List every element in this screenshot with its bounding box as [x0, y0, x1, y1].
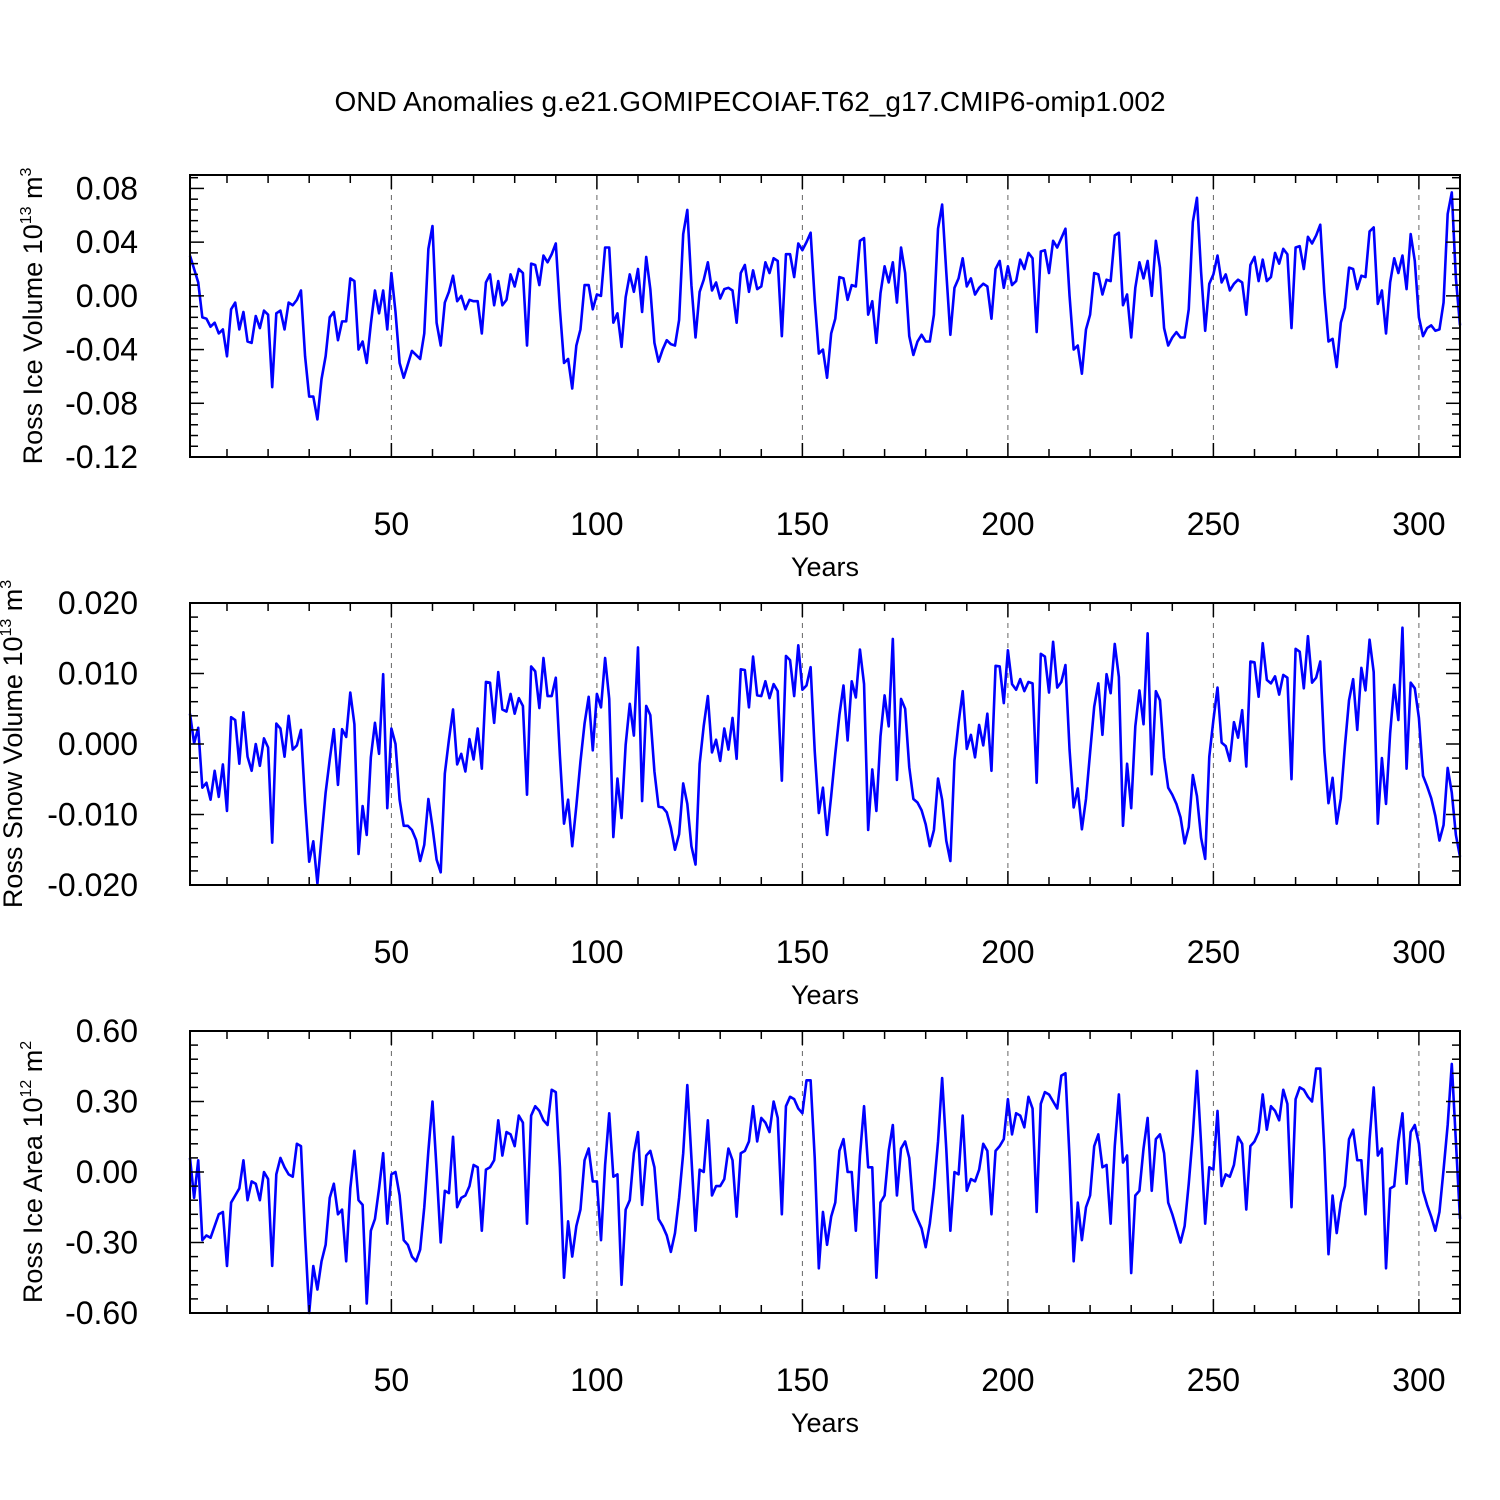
chart-panel-1: 50 100 150 200 250 300 -0.12 -0.08 -0.04 0.00 0.04…: [18, 167, 1462, 582]
x-tick-label: 250: [1187, 934, 1240, 970]
y-tick-label: 0.020: [58, 585, 138, 621]
y-axis-title: Ross Snow Volume 1013 m3: [0, 580, 28, 908]
x-tick-label: 150: [776, 934, 829, 970]
x-tick-label: 300: [1392, 1362, 1445, 1398]
y-tick-label: -0.12: [65, 439, 138, 475]
y-tick-label: 0.60: [76, 1013, 138, 1049]
y-axis-title-part: Ross Ice Volume 10: [18, 224, 48, 464]
y-tick-label: -0.30: [65, 1225, 138, 1261]
y-tick-label: -0.020: [47, 867, 138, 903]
x-tick-label: 200: [981, 934, 1034, 970]
x-tick-label: 300: [1392, 506, 1445, 542]
y-tick-label: 0.000: [58, 726, 138, 762]
y-axis-title-part: Ross Snow Volume 10: [0, 637, 28, 909]
x-tick-label: 300: [1392, 934, 1445, 970]
chart-panel-2: 50 100 150 200 250 300 -0.020 -0.010 0.000 0.010 0…: [0, 580, 1462, 1010]
y-axis-title-part: 12: [18, 1080, 35, 1098]
x-tick-label: 250: [1187, 506, 1240, 542]
series-line: [188, 191, 1462, 421]
x-tick-label: 50: [374, 934, 410, 970]
y-tick-label: 0.30: [76, 1084, 138, 1120]
x-tick-label: 250: [1187, 1362, 1240, 1398]
y-tick-label: 0.010: [58, 656, 138, 692]
x-tick-label: 100: [570, 934, 623, 970]
x-tick-label: 100: [570, 506, 623, 542]
series-line: [188, 1062, 1462, 1315]
y-axis-title-part: 3: [18, 167, 35, 176]
x-axis-title: Years: [791, 1408, 859, 1438]
y-tick-label: 0.04: [76, 224, 138, 260]
x-tick-label: 150: [776, 506, 829, 542]
y-axis-title-part: 2: [18, 1041, 35, 1050]
y-axis-title-part: 13: [0, 619, 15, 637]
y-tick-label: 0.00: [76, 1154, 138, 1190]
series-line: [188, 626, 1462, 885]
y-tick-label: -0.04: [65, 332, 138, 368]
y-axis-title-part: 3: [0, 580, 15, 589]
x-axis-title: Years: [791, 980, 859, 1010]
y-tick-label: 0.00: [76, 278, 138, 314]
y-tick-label: 0.08: [76, 170, 138, 206]
chart-panel-3: 50 100 150 200 250 300 -0.60 -0.30 0.00 0.30 0.60 Y…: [18, 1013, 1462, 1438]
y-axis-title-part: m: [18, 1050, 48, 1080]
y-axis-title-part: m: [0, 589, 28, 619]
x-tick-label: 100: [570, 1362, 623, 1398]
y-axis-title: Ross Ice Volume 1013 m3: [18, 167, 48, 464]
y-tick-label: -0.08: [65, 385, 138, 421]
y-axis-title-part: Ross Ice Area 10: [18, 1098, 48, 1304]
y-tick-label: -0.60: [65, 1295, 138, 1331]
x-tick-label: 50: [374, 1362, 410, 1398]
plot-frame: [189, 174, 1461, 458]
x-tick-label: 150: [776, 1362, 829, 1398]
x-tick-label: 200: [981, 1362, 1034, 1398]
y-tick-label: -0.010: [47, 797, 138, 833]
figure-title: OND Anomalies g.e21.GOMIPECOIAF.T62_g17.…: [334, 86, 1165, 117]
x-tick-label: 50: [374, 506, 410, 542]
y-axis-title-part: m: [18, 176, 48, 206]
x-axis-title: Years: [791, 552, 859, 582]
x-tick-label: 200: [981, 506, 1034, 542]
y-axis-title-part: 13: [18, 206, 35, 224]
y-axis-title: Ross Ice Area 1012 m2: [18, 1041, 48, 1303]
